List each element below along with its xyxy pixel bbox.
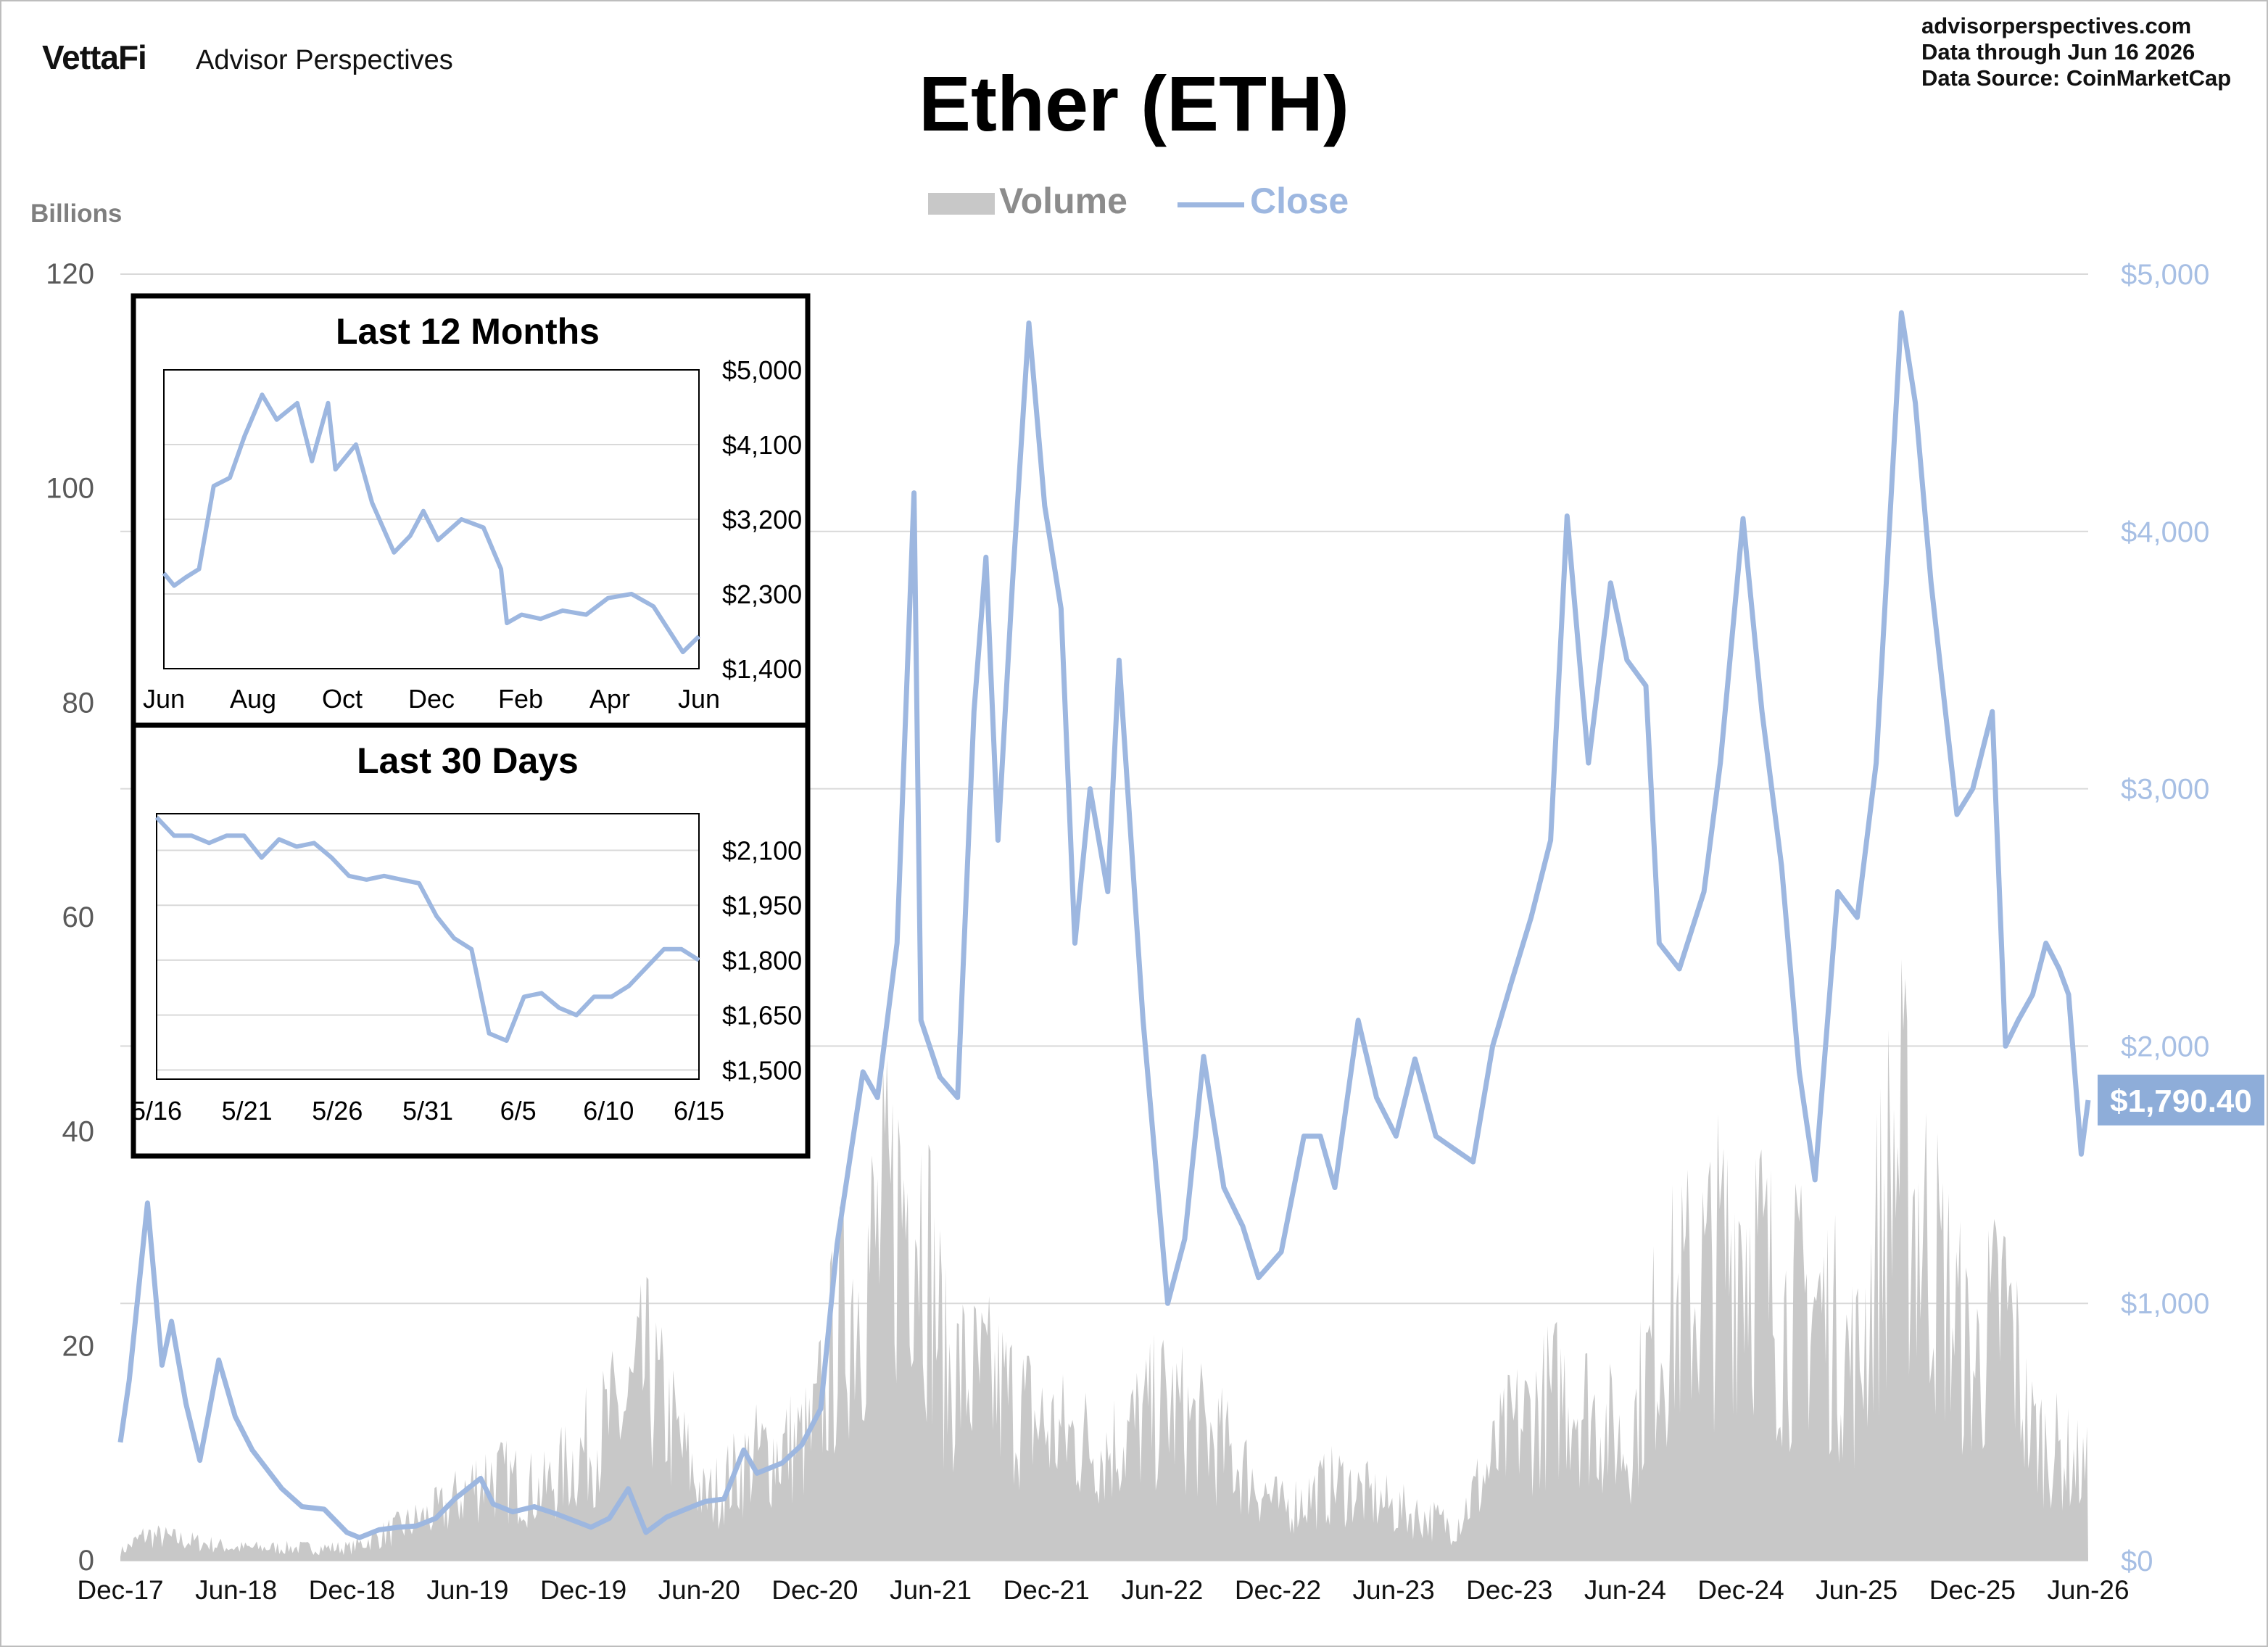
inset-x-tick-label: 5/26 xyxy=(312,1096,363,1126)
left-axis-tick-label: 80 xyxy=(62,687,95,719)
inset-y-tick-label: $1,800 xyxy=(722,946,802,975)
x-axis-tick-label: Jun-22 xyxy=(1121,1575,1203,1605)
x-axis-tick-label: Dec-18 xyxy=(309,1575,395,1605)
right-axis-tick-label: $0 xyxy=(2121,1545,2153,1577)
legend-volume-label: Volume xyxy=(999,181,1127,221)
last-close-badge xyxy=(2098,1074,2264,1126)
volume-area xyxy=(120,959,2088,1561)
left-axis-tick-label: 40 xyxy=(62,1116,95,1148)
brand-name: Advisor Perspectives xyxy=(196,45,453,75)
inset-title: Last 30 Days xyxy=(357,740,579,781)
inset-x-tick-label: 5/21 xyxy=(222,1096,273,1126)
inset-x-tick-label: Oct xyxy=(322,684,363,714)
inset-close-line xyxy=(154,815,700,1043)
x-axis-tick-label: Jun-21 xyxy=(890,1575,972,1605)
inset-close-line xyxy=(162,392,701,655)
right-axis-tick-label: $4,000 xyxy=(2121,516,2209,548)
chart-title: Ether (ETH) xyxy=(919,59,1349,147)
inset-y-tick-label: $1,950 xyxy=(722,891,802,920)
close-line xyxy=(117,310,2091,1540)
inset-x-tick-label: Jun xyxy=(678,684,720,714)
left-axis-tick-label: 120 xyxy=(46,258,94,290)
legend-close-label: Close xyxy=(1250,181,1349,221)
x-axis-tick-label: Dec-17 xyxy=(77,1575,163,1605)
inset-x-tick-label: 5/31 xyxy=(402,1096,453,1126)
right-axis-tick-label: $5,000 xyxy=(2121,259,2209,291)
x-axis-tick-label: Dec-21 xyxy=(1003,1575,1090,1605)
x-axis-tick-label: Dec-23 xyxy=(1466,1575,1552,1605)
legend-close-swatch xyxy=(1178,202,1244,207)
x-axis-tick-label: Jun-19 xyxy=(426,1575,508,1605)
x-axis-tick-label: Dec-24 xyxy=(1697,1575,1784,1605)
inset-y-tick-label: $3,200 xyxy=(722,505,802,534)
inset-y-tick-label: $4,100 xyxy=(722,430,802,460)
inset-x-tick-label: Jun xyxy=(143,684,185,714)
right-axis-tick-label: $3,000 xyxy=(2121,774,2209,806)
inset-x-tick-label: Feb xyxy=(498,684,543,714)
brand-logo: VettaFi xyxy=(42,38,147,76)
inset-title: Last 12 Months xyxy=(336,311,600,352)
inset-y-tick-label: $1,500 xyxy=(722,1055,802,1085)
inset-x-tick-label: 6/10 xyxy=(583,1096,634,1126)
inset-y-tick-label: $1,400 xyxy=(722,654,802,684)
inset-y-tick-label: $1,650 xyxy=(722,1001,802,1031)
last-close-label: $1,790.40 xyxy=(2110,1083,2252,1119)
left-axis-tick-label: 60 xyxy=(62,901,95,933)
x-axis-tick-label: Dec-25 xyxy=(1929,1575,2016,1605)
inset-x-tick-label: Dec xyxy=(408,684,455,714)
x-axis-tick-label: Dec-20 xyxy=(771,1575,858,1605)
left-axis-units: Billions xyxy=(30,199,123,228)
source-line-date: Data through Jun 16 2026 xyxy=(1921,39,2195,65)
inset-x-tick-label: 6/5 xyxy=(500,1096,537,1126)
left-axis-tick-label: 0 xyxy=(78,1545,94,1577)
legend-volume-swatch xyxy=(928,193,995,215)
inset-x-tick-label: 6/15 xyxy=(674,1096,724,1126)
x-axis-tick-label: Jun-26 xyxy=(2047,1575,2129,1605)
source-line-provider: Data Source: CoinMarketCap xyxy=(1921,65,2232,91)
x-axis-tick-label: Jun-23 xyxy=(1353,1575,1435,1605)
left-axis-tick-label: 100 xyxy=(46,473,94,505)
right-axis-tick-label: $2,000 xyxy=(2121,1031,2209,1062)
left-axis-tick-label: 20 xyxy=(62,1330,95,1362)
inset-x-tick-label: 5/16 xyxy=(131,1096,182,1126)
inset-plot-border xyxy=(156,813,700,1080)
x-axis-tick-label: Jun-20 xyxy=(658,1575,740,1605)
inset-y-tick-label: $2,100 xyxy=(722,835,802,865)
inset-y-tick-label: $2,300 xyxy=(722,579,802,609)
inset-box xyxy=(131,722,811,1159)
x-axis-tick-label: Dec-19 xyxy=(540,1575,626,1605)
x-axis-tick-label: Jun-24 xyxy=(1584,1575,1666,1605)
inset-x-tick-label: Aug xyxy=(230,684,276,714)
inset-y-tick-label: $5,000 xyxy=(722,355,802,385)
x-axis-tick-label: Jun-18 xyxy=(195,1575,277,1605)
inset-x-tick-label: Apr xyxy=(589,684,630,714)
inset-plot-border xyxy=(163,369,700,669)
inset-box xyxy=(131,293,811,728)
right-axis-tick-label: $1,000 xyxy=(2121,1288,2209,1320)
source-line-site: advisorperspectives.com xyxy=(1921,13,2192,38)
x-axis-tick-label: Jun-25 xyxy=(1816,1575,1897,1605)
x-axis-tick-label: Dec-22 xyxy=(1235,1575,1321,1605)
